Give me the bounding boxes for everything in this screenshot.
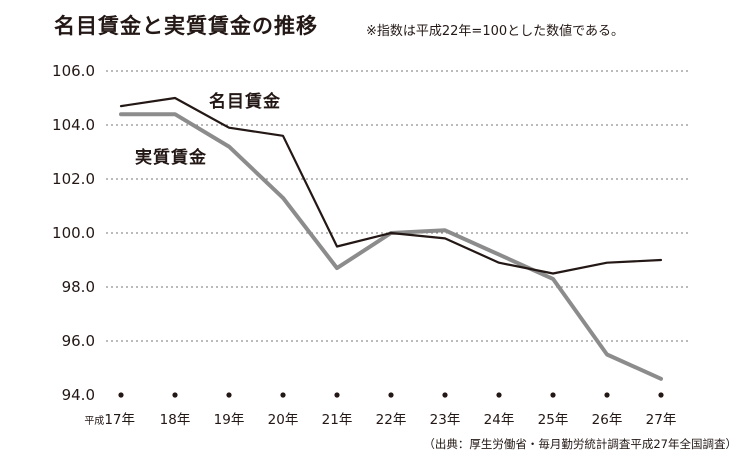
- x-tick-label: 25年: [538, 412, 569, 428]
- x-tick-label: 18年: [160, 412, 191, 428]
- baseline-dot: [334, 392, 340, 398]
- baseline-dot: [496, 392, 502, 398]
- x-tick-label: 26年: [592, 412, 623, 428]
- baseline-dot: [604, 392, 610, 398]
- series-line-nominal: [119, 96, 663, 275]
- y-tick-label: 104.0: [52, 116, 95, 134]
- x-tick-label: 27年: [646, 412, 677, 428]
- y-tick-label: 106.0: [52, 62, 95, 80]
- baseline-dot: [118, 392, 124, 398]
- baseline-dot: [172, 392, 178, 398]
- x-tick-label: 23年: [430, 412, 461, 428]
- baseline-dot: [442, 392, 448, 398]
- x-tick-label: 19年: [214, 412, 245, 428]
- x-tick-label: 24年: [484, 412, 515, 428]
- baseline-dot: [226, 392, 232, 398]
- x-tick-label: 20年: [268, 412, 299, 428]
- index-note: ※指数は平成22年=100とした数値である。: [366, 24, 625, 39]
- y-tick-label: 102.0: [52, 170, 95, 188]
- series-label-nominal: 名目賃金: [209, 91, 281, 112]
- y-tick-label: 98.0: [62, 278, 95, 296]
- baseline-dot: [658, 392, 664, 398]
- series-label-real: 実質賃金: [135, 147, 207, 168]
- baseline-dot: [388, 392, 394, 398]
- baseline-dot: [550, 392, 556, 398]
- y-tick-label: 96.0: [62, 332, 95, 350]
- source-note: （出典：厚生労働省・毎月勤労統計調査平成27年全国調査）: [423, 437, 737, 451]
- x-tick-label: 21年: [322, 412, 353, 428]
- x-tick-label: 22年: [376, 412, 407, 428]
- baseline-dot: [280, 392, 286, 398]
- y-tick-label: 94.0: [62, 386, 95, 404]
- chart-title: 名目賃金と実質賃金の推移: [54, 14, 318, 38]
- y-tick-label: 100.0: [52, 224, 95, 242]
- x-tick-label: 平成17年: [84, 412, 135, 428]
